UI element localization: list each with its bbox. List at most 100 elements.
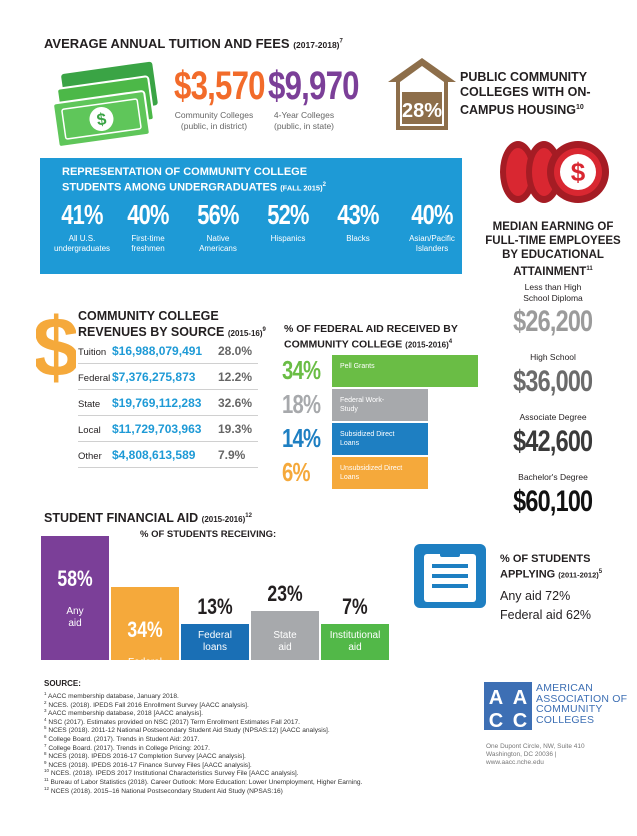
revenue-row: Other $4,808,613,589 7.9% [78,444,258,468]
svg-text:A: A [513,687,527,709]
financial-aid-subtitle: % OF STUDENTS RECEIVING: [140,529,277,540]
financial-aid-label-line-1: Federal [198,630,232,641]
representation-stat-label-line-1: Asian/Pacific [409,234,455,243]
revenue-percent: 28.0% [218,344,253,358]
financial-aid-label-line-1: State [273,630,297,641]
revenue-percent: 19.3% [218,422,253,436]
financial-aid-bar: 34% Federal grants [111,587,179,680]
earnings-level-label: Associate Degree [478,412,628,423]
earnings-level-label-line-1: Bachelor's Degree [518,472,588,482]
earnings-title: MEDIAN EARNING OF FULL-TIME EMPLOYEES BY E… [485,221,621,278]
earnings-level-label: Less than High School Diploma [478,282,628,304]
source-text: NCES (2018). IPEDS 2016-17 Completion Su… [48,753,246,761]
financial-aid-label: Federal loans [181,630,249,654]
financial-aid-percent: 34% [111,617,179,643]
federal-aid-percent: 34% [282,355,331,385]
source-item: 6 College Board. (2017). Trends in Stude… [44,733,199,744]
four-year-tuition-caption: 4-Year Colleges (public, in state) [273,110,335,131]
financial-aid-label: Federal grants [111,657,179,681]
applying-federal-aid: Federal aid 62% [500,608,592,622]
revenue-percent: 7.9% [218,448,246,462]
financial-aid-bar: Institutional aid [321,624,389,660]
earnings-level-label: High School [478,352,628,363]
source-text: College Board. (2017). Trends in College… [48,744,210,752]
revenue-source: Other [78,451,102,462]
revenue-amount: $19,769,112,283 [112,396,202,410]
revenues-title: COMMUNITY COLLEGE REVENUES BY SOURCE (20… [78,309,266,340]
source-text: College Board. (2017). Trends in Student… [48,736,200,744]
earnings-level-label-line-1: Associate Degree [519,412,587,422]
federal-aid-bar: Unsubsidized Direct Loans [332,457,428,489]
earnings-level-value: $60,100 [478,486,628,518]
representation-stat-label: Native Americans [182,234,254,254]
federal-aid-title: % OF FEDERAL AID RECEIVED BY COMMUNITY C… [284,323,458,351]
financial-aid-label-line-1: Federal [128,657,162,668]
financial-aid-percent-text: 58% [57,566,93,591]
revenue-row: State $19,769,112,283 32.6% [78,392,258,416]
source-text: NCES. (2018). IPEDS Fall 2016 Enrollment… [48,701,249,709]
representation-stat-label-line-2: freshmen [131,244,165,253]
revenue-source: Local [78,425,101,436]
federal-aid-bar-label-2: Study [340,406,358,413]
financial-aid-label: State aid [251,630,319,654]
revenue-source: State [78,399,101,410]
housing-percent: 28% [402,100,442,122]
svg-text:C: C [489,710,503,730]
revenue-percent: 32.6% [218,396,253,410]
earnings-level-label-line-2: School Diploma [523,293,583,303]
financial-aid-bar: 58% Any aid [41,536,109,660]
representation-stat-label-line-2: Americans [199,244,237,253]
source-item: 11 Bureau of Labor Statistics (2018). Ca… [44,776,362,787]
representation-stat: 40% First-time freshmen [112,198,184,254]
financial-aid-percent-text: 13% [197,594,233,619]
federal-aid-bar-label-1: Subsidized Direct [340,431,395,438]
federal-aid-percent-text: 14% [282,423,321,453]
financial-aid-bar: Federal loans [181,624,249,660]
representation-stat-value: 41% [61,199,103,230]
financial-aid-percent-text: 7% [342,594,368,619]
svg-text:C: C [513,710,527,730]
representation-stat-label: All U.S. undergraduates [46,234,118,254]
source-ref: 12 [44,785,50,791]
svg-text:$: $ [36,306,76,386]
earnings-level-value-text: $36,000 [513,365,593,398]
earnings-level-value: $26,200 [478,306,628,338]
federal-aid-percent-text: 6% [282,457,311,487]
housing-text: PUBLIC COMMUNITY COLLEGES WITH ON- CAMPUS … [460,70,591,118]
revenue-amount: $7,376,275,873 [112,370,196,384]
federal-aid-bar: Pell Grants [332,355,478,387]
earnings-level-label-line-1: High School [530,352,576,362]
earnings-level-value-text: $42,600 [513,425,593,458]
financial-aid-label-line-2: loans [203,642,227,653]
source-item: 9 NCES (2018). IPEDS 2016-17 Finance Sur… [44,759,252,770]
earnings-level-label-line-1: Less than High [524,282,582,292]
tuition-title: AVERAGE ANNUAL TUITION AND FEES (2017-20… [44,36,343,51]
source-text: NCES (2018). 2015–16 National Postsecond… [50,787,283,795]
representation-stat-value: 56% [197,199,239,230]
clipboard-icon [414,544,486,608]
federal-aid-percent: 18% [282,389,331,419]
source-ref: 5 [44,725,47,731]
svg-text:$: $ [571,157,586,187]
source-item: 1 AACC membership database, January 2018… [44,690,179,701]
community-tuition-caption: Community Colleges (public, in district) [174,110,254,131]
source-item: 2 NCES. (2018). IPEDS Fall 2016 Enrollme… [44,699,249,710]
federal-aid-bar-label-2: Loans [340,474,360,481]
source-ref: 6 [44,734,47,739]
source-item: 3 AACC membership database, 2018 [AACC a… [44,707,203,718]
earnings-level-value: $42,600 [478,426,628,458]
earnings-level-value-text: $26,200 [513,305,593,338]
four-year-tuition-value: $9,970 [268,64,360,108]
financial-aid-label-line-2: aid [278,642,292,653]
federal-aid-percent-text: 18% [282,389,321,419]
federal-aid-percent: 14% [282,423,331,453]
source-ref: 8 [44,751,47,757]
org-website[interactable]: www.aacc.nche.edu [486,759,544,766]
federal-aid-bar: Federal Work- Study [332,389,428,421]
source-ref: 9 [44,759,47,765]
revenue-amount: $16,988,079,491 [112,344,203,358]
source-ref: 10 [44,768,50,774]
house-icon: 28% [388,58,456,130]
representation-stat-value: 52% [267,199,309,230]
financial-aid-percent-text: 23% [267,581,303,606]
